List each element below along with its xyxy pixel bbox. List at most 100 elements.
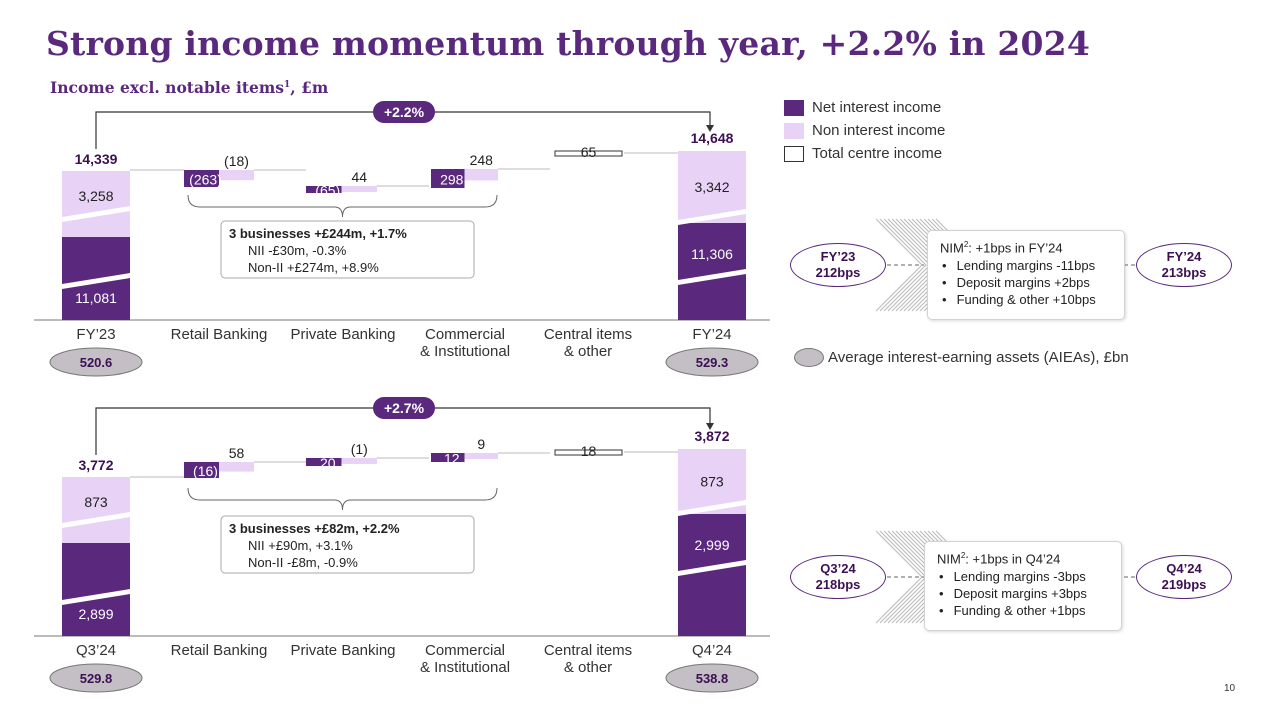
category-label: & Institutional <box>420 343 510 360</box>
nim-item: Lending margins -11bps <box>940 257 1112 274</box>
legend-item-nii: Net interest income <box>784 96 945 119</box>
movement-nii-label: 12 <box>444 451 460 467</box>
start-non-ii-bar <box>62 171 130 237</box>
nim-hatch-line <box>883 530 931 578</box>
aiea-oval <box>49 347 143 377</box>
movement-nii-label: (263) <box>189 172 222 188</box>
growth-pill <box>373 397 435 419</box>
nim-hatch-line <box>879 530 927 578</box>
category-label: Q4’24 <box>692 642 732 659</box>
nim-end-value: 219bps <box>1161 577 1207 592</box>
start-nii-bar <box>62 543 130 636</box>
nim-end-value: 213bps <box>1161 265 1207 280</box>
nim-item: Deposit margins +2bps <box>940 274 1112 291</box>
centre-bar <box>554 449 623 456</box>
start-total-label: 14,339 <box>75 151 118 167</box>
aiea-value: 520.6 <box>80 355 113 370</box>
category-label: Retail Banking <box>171 642 268 659</box>
end-non-ii-label: 873 <box>700 474 724 490</box>
nim-item: Lending margins -3bps <box>937 568 1109 585</box>
category-label: Private Banking <box>290 642 395 659</box>
movement-non-ii-label: (1) <box>351 441 368 457</box>
legend-item-aiea: Average interest-earning assets (AIEAs),… <box>794 348 1129 367</box>
movement-nii-bar <box>184 462 219 478</box>
nim-box: NIM2: +1bps in FY’24 Lending margins -11… <box>927 230 1125 320</box>
axis-break-mark <box>678 269 746 285</box>
nim-heading: NIM2: +1bps in FY’24 <box>940 240 1063 256</box>
non-ii-swatch <box>784 122 804 139</box>
aiea-oval <box>665 347 759 377</box>
summary-nii: NII +£90m, +3.1% <box>248 538 353 553</box>
category-label: & other <box>564 659 612 676</box>
movement-non-ii-label: 248 <box>470 152 494 168</box>
nim-hatch-line <box>875 530 923 578</box>
movement-non-ii-bar <box>341 186 377 192</box>
nim-hatch-line <box>887 264 935 312</box>
summary-heading: 3 businesses +£82m, +2.2% <box>229 521 400 536</box>
legend-item-centre: Total centre income <box>784 142 945 165</box>
growth-label: +2.2% <box>384 104 425 120</box>
category-label: FY’23 <box>76 326 115 343</box>
category-label: & Institutional <box>420 659 510 676</box>
end-total-label: 14,648 <box>691 130 734 146</box>
movement-non-ii-bar <box>464 453 498 459</box>
end-total-label: 3,872 <box>694 428 729 444</box>
legend: Net interest income Non interest income … <box>784 96 945 165</box>
movement-nii-bar <box>431 169 465 188</box>
end-nii-label: 11,306 <box>691 246 733 262</box>
end-non-ii-label: 3,342 <box>694 179 729 195</box>
page-title: Strong income momentum through year, +2.… <box>46 24 1091 63</box>
nim-end-oval: Q4’24 219bps <box>1136 555 1232 599</box>
movement-nii-label: 20 <box>320 455 336 471</box>
nim-hatch-line <box>879 264 927 312</box>
category-label: Private Banking <box>290 326 395 343</box>
movement-non-ii-bar <box>219 462 254 472</box>
movement-non-ii-label: 44 <box>351 169 367 185</box>
nim-start-value: 218bps <box>815 577 861 592</box>
nim-hatch-line <box>883 218 931 266</box>
page-number: 10 <box>1224 683 1236 694</box>
nim-hatch-line <box>875 218 923 266</box>
axis-break-mark <box>62 273 130 289</box>
start-nii-label: 2,899 <box>78 606 113 622</box>
start-non-ii-label: 3,258 <box>78 188 113 204</box>
nim-hatch-line <box>875 576 923 624</box>
centre-label: 18 <box>581 443 597 459</box>
nim-hatch-line <box>875 264 923 312</box>
summary-heading: 3 businesses +£244m, +1.7% <box>229 226 407 241</box>
category-label: FY’24 <box>692 326 731 343</box>
centre-bar <box>554 150 623 157</box>
start-nii-label: 11,081 <box>75 290 117 306</box>
business-bracket <box>187 194 498 218</box>
axis-break-mark <box>62 512 130 528</box>
centre-label: 65 <box>581 144 597 160</box>
nim-end-oval: FY’24 213bps <box>1136 243 1232 287</box>
nim-hatch-line <box>879 218 927 266</box>
nim-start-oval: Q3’24 218bps <box>790 555 886 599</box>
movement-nii-bar <box>184 170 219 187</box>
axis-break-mark <box>62 206 130 222</box>
movement-nii-label: (65) <box>315 183 340 199</box>
nim-item: Deposit margins +3bps <box>937 585 1109 602</box>
summary-box <box>220 220 475 279</box>
summary-non-ii: Non-II -£8m, -0.9% <box>248 555 358 570</box>
movement-non-ii-bar <box>341 458 377 464</box>
axis-break-mark <box>678 560 746 576</box>
movement-nii-label: (16) <box>193 463 218 479</box>
movement-nii-label: 298 <box>440 172 464 188</box>
nim-start-oval: FY’23 212bps <box>790 243 886 287</box>
aiea-oval <box>665 663 759 693</box>
category-label: Retail Banking <box>171 326 268 343</box>
aiea-oval <box>49 663 143 693</box>
end-nii-label: 2,999 <box>694 537 729 553</box>
legend-label: Total centre income <box>812 145 943 162</box>
start-non-ii-label: 873 <box>84 494 108 510</box>
summary-nii: NII -£30m, -0.3% <box>248 243 347 258</box>
movement-non-ii-label: (18) <box>224 153 249 169</box>
axis-break-mark <box>62 589 130 605</box>
nim-start-value: 212bps <box>815 265 861 280</box>
nim-item: Funding & other +10bps <box>940 291 1112 308</box>
nim-start-label: FY’23 <box>820 249 856 264</box>
movement-nii-bar <box>306 458 342 466</box>
movement-non-ii-bar <box>464 169 498 181</box>
